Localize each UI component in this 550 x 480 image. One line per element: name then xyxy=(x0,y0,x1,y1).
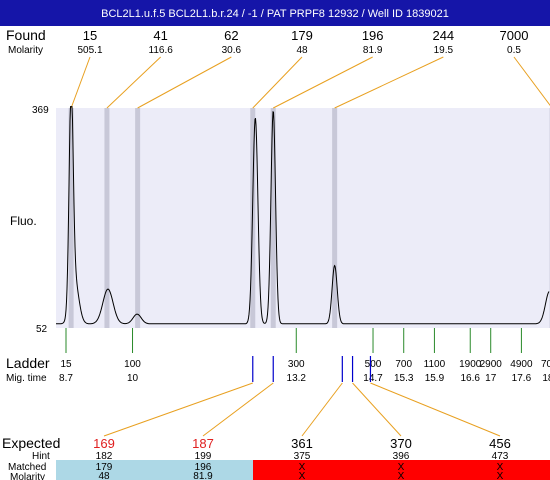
ladder-time: 17 xyxy=(485,373,497,384)
marker-band xyxy=(332,108,338,328)
expected-leader-line xyxy=(202,382,274,437)
found-size: 15 xyxy=(83,28,97,43)
ladder-ticks: 15 8.7 100 10 300 13.2 500 14.7 700 15.3 1100 15.9 1… xyxy=(59,328,550,384)
ladder-time: 13.2 xyxy=(287,373,307,384)
header-title: BCL2L1.u.f.5 BCL2L1.b.r.24 / -1 / PAT PR… xyxy=(101,8,449,20)
ladder-time: 8.7 xyxy=(59,373,73,384)
ladder-label: Ladder xyxy=(6,355,50,371)
ladder-size: 1100 xyxy=(424,359,446,370)
ladder-time: 14.7 xyxy=(363,373,383,384)
fluo-label: Fluo. xyxy=(10,214,37,228)
found-leader-line xyxy=(513,56,550,107)
found-leader-line xyxy=(273,56,373,109)
marker-band xyxy=(135,108,141,328)
found-molarity: 0.5 xyxy=(507,45,521,56)
ladder-size: 100 xyxy=(124,359,141,370)
found-molarity: 19.5 xyxy=(434,45,454,56)
found-molarity: 505.1 xyxy=(77,45,102,56)
expected-size: 169 xyxy=(93,436,115,451)
found-size: 7000 xyxy=(500,28,529,43)
matched-value: X xyxy=(497,462,504,473)
found-leader-line xyxy=(70,56,91,109)
found-size: 244 xyxy=(432,28,454,43)
header-bar xyxy=(0,0,550,26)
expected-position-ticks xyxy=(252,356,372,382)
ladder-size: 700 xyxy=(395,359,412,370)
matched-molarity: X xyxy=(497,471,504,480)
matched-value: 196 xyxy=(195,462,212,473)
found-size: 41 xyxy=(153,28,167,43)
found-values: 15 505.1 41 116.6 62 30.6 179 48 196 81.9 244 19.5 7… xyxy=(77,28,528,56)
ladder-size: 500 xyxy=(365,359,382,370)
ladder-size: 7000 xyxy=(541,359,550,370)
expected-size: 456 xyxy=(489,436,511,451)
mig-time-label: Mig. time xyxy=(6,373,47,384)
ladder-time: 16.6 xyxy=(461,373,481,384)
hint-value: 199 xyxy=(195,451,212,462)
matched-value: X xyxy=(299,462,306,473)
matched-fail-band xyxy=(253,460,550,480)
ladder-time: 15.3 xyxy=(394,373,414,384)
hint-value: 396 xyxy=(393,451,410,462)
matched-molarity: 81.9 xyxy=(193,471,213,480)
ladder-size: 15 xyxy=(60,359,72,370)
ladder-size: 4900 xyxy=(510,359,533,370)
expected-values: 1691821794818719919681.9361375XX370396XX… xyxy=(93,436,511,480)
found-molarity: 30.6 xyxy=(222,45,242,56)
found-molarity: 81.9 xyxy=(363,45,383,56)
found-size: 196 xyxy=(362,28,384,43)
found-leader-line xyxy=(334,56,444,109)
expected-size: 370 xyxy=(390,436,412,451)
hint-value: 182 xyxy=(96,451,113,462)
ladder-size: 2900 xyxy=(480,359,503,370)
hint-value: 473 xyxy=(492,451,509,462)
ladder-time: 18.2 xyxy=(542,373,550,384)
found-leader-line xyxy=(106,56,162,109)
expected-leader-line xyxy=(370,382,501,437)
ladder-time: 17.6 xyxy=(512,373,532,384)
expected-leader-line xyxy=(352,382,402,437)
matched-label: Matched xyxy=(8,462,46,473)
matched-molarity: 48 xyxy=(98,471,110,480)
expected-leader-lines xyxy=(103,382,501,437)
y-min-label: 52 xyxy=(36,324,48,335)
y-max-label: 369 xyxy=(32,105,49,116)
found-size: 179 xyxy=(291,28,313,43)
found-size: 62 xyxy=(224,28,238,43)
found-label: Found xyxy=(6,27,46,43)
found-leader-line xyxy=(252,56,303,109)
matched-ok-band xyxy=(56,460,253,480)
molarity-bottom-label: Molarity xyxy=(10,472,45,480)
hint-label: Hint xyxy=(32,451,50,462)
expected-leader-line xyxy=(301,382,343,437)
found-molarity: 48 xyxy=(296,45,308,56)
matched-molarity: X xyxy=(299,471,306,480)
marker-band xyxy=(270,108,276,328)
expected-label: Expected xyxy=(2,435,60,451)
matched-molarity: X xyxy=(398,471,405,480)
ladder-size: 1900 xyxy=(459,359,482,370)
ladder-time: 10 xyxy=(127,373,139,384)
molarity-label: Molarity xyxy=(8,45,43,56)
ladder-time: 15.9 xyxy=(425,373,445,384)
found-leader-lines xyxy=(70,56,550,109)
found-molarity: 116.6 xyxy=(149,45,174,56)
plot-area xyxy=(56,108,550,328)
matched-status-bar xyxy=(56,460,550,480)
ladder-size: 300 xyxy=(288,359,305,370)
marker-band xyxy=(104,108,110,328)
expected-size: 187 xyxy=(192,436,214,451)
matched-value: 179 xyxy=(96,462,113,473)
expected-leader-line xyxy=(103,382,253,437)
found-leader-line xyxy=(137,56,232,109)
hint-value: 375 xyxy=(294,451,311,462)
fluorescence-trace xyxy=(56,106,550,325)
marker-band xyxy=(68,108,74,328)
matched-value: X xyxy=(398,462,405,473)
expected-size: 361 xyxy=(291,436,313,451)
